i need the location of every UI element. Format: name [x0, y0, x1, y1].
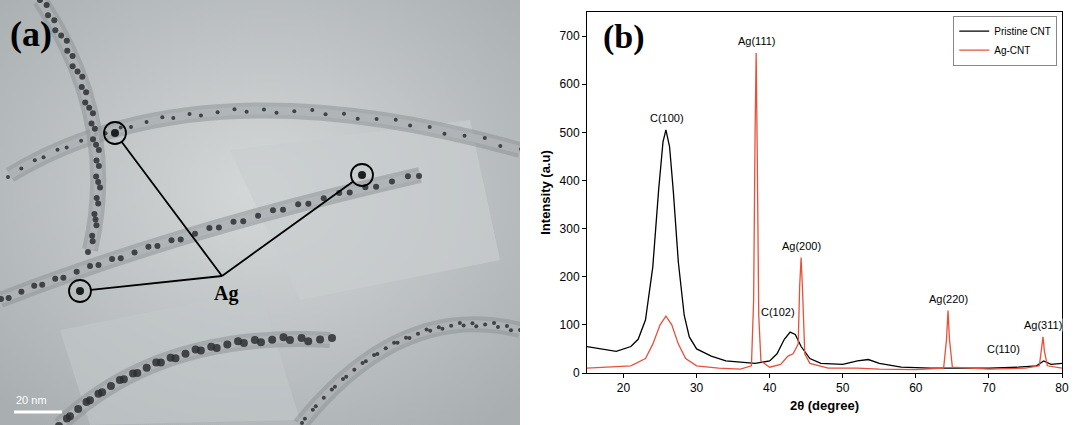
svg-text:20 nm: 20 nm [16, 394, 47, 406]
svg-text:200: 200 [560, 270, 580, 284]
svg-text:500: 500 [560, 126, 580, 140]
svg-text:Ag(200): Ag(200) [782, 240, 821, 252]
svg-text:600: 600 [560, 77, 580, 91]
svg-text:100: 100 [560, 318, 580, 332]
svg-text:30: 30 [690, 381, 704, 395]
svg-text:50: 50 [836, 381, 850, 395]
svg-text:C(110): C(110) [987, 343, 1020, 355]
svg-text:0: 0 [573, 366, 580, 380]
svg-text:Ag: Ag [214, 282, 238, 305]
svg-text:400: 400 [560, 174, 580, 188]
svg-text:(b): (b) [603, 18, 645, 56]
svg-text:Ag-CNT: Ag-CNT [994, 45, 1030, 56]
svg-text:20: 20 [617, 381, 631, 395]
svg-text:300: 300 [560, 222, 580, 236]
svg-text:2θ (degree): 2θ (degree) [790, 398, 859, 413]
svg-text:Pristine CNT: Pristine CNT [994, 26, 1051, 37]
svg-text:C(102): C(102) [761, 306, 795, 318]
svg-text:80: 80 [1055, 381, 1069, 395]
svg-text:40: 40 [763, 381, 777, 395]
svg-text:60: 60 [909, 381, 923, 395]
svg-text:Ag(311): Ag(311) [1024, 319, 1062, 331]
svg-text:Ag(111): Ag(111) [738, 35, 776, 47]
svg-text:(a): (a) [10, 14, 52, 54]
svg-text:Intensity (a.u): Intensity (a.u) [538, 150, 553, 235]
svg-text:Ag(220): Ag(220) [929, 293, 968, 305]
svg-text:70: 70 [982, 381, 996, 395]
svg-text:700: 700 [560, 29, 580, 43]
svg-text:C(100): C(100) [650, 112, 684, 124]
